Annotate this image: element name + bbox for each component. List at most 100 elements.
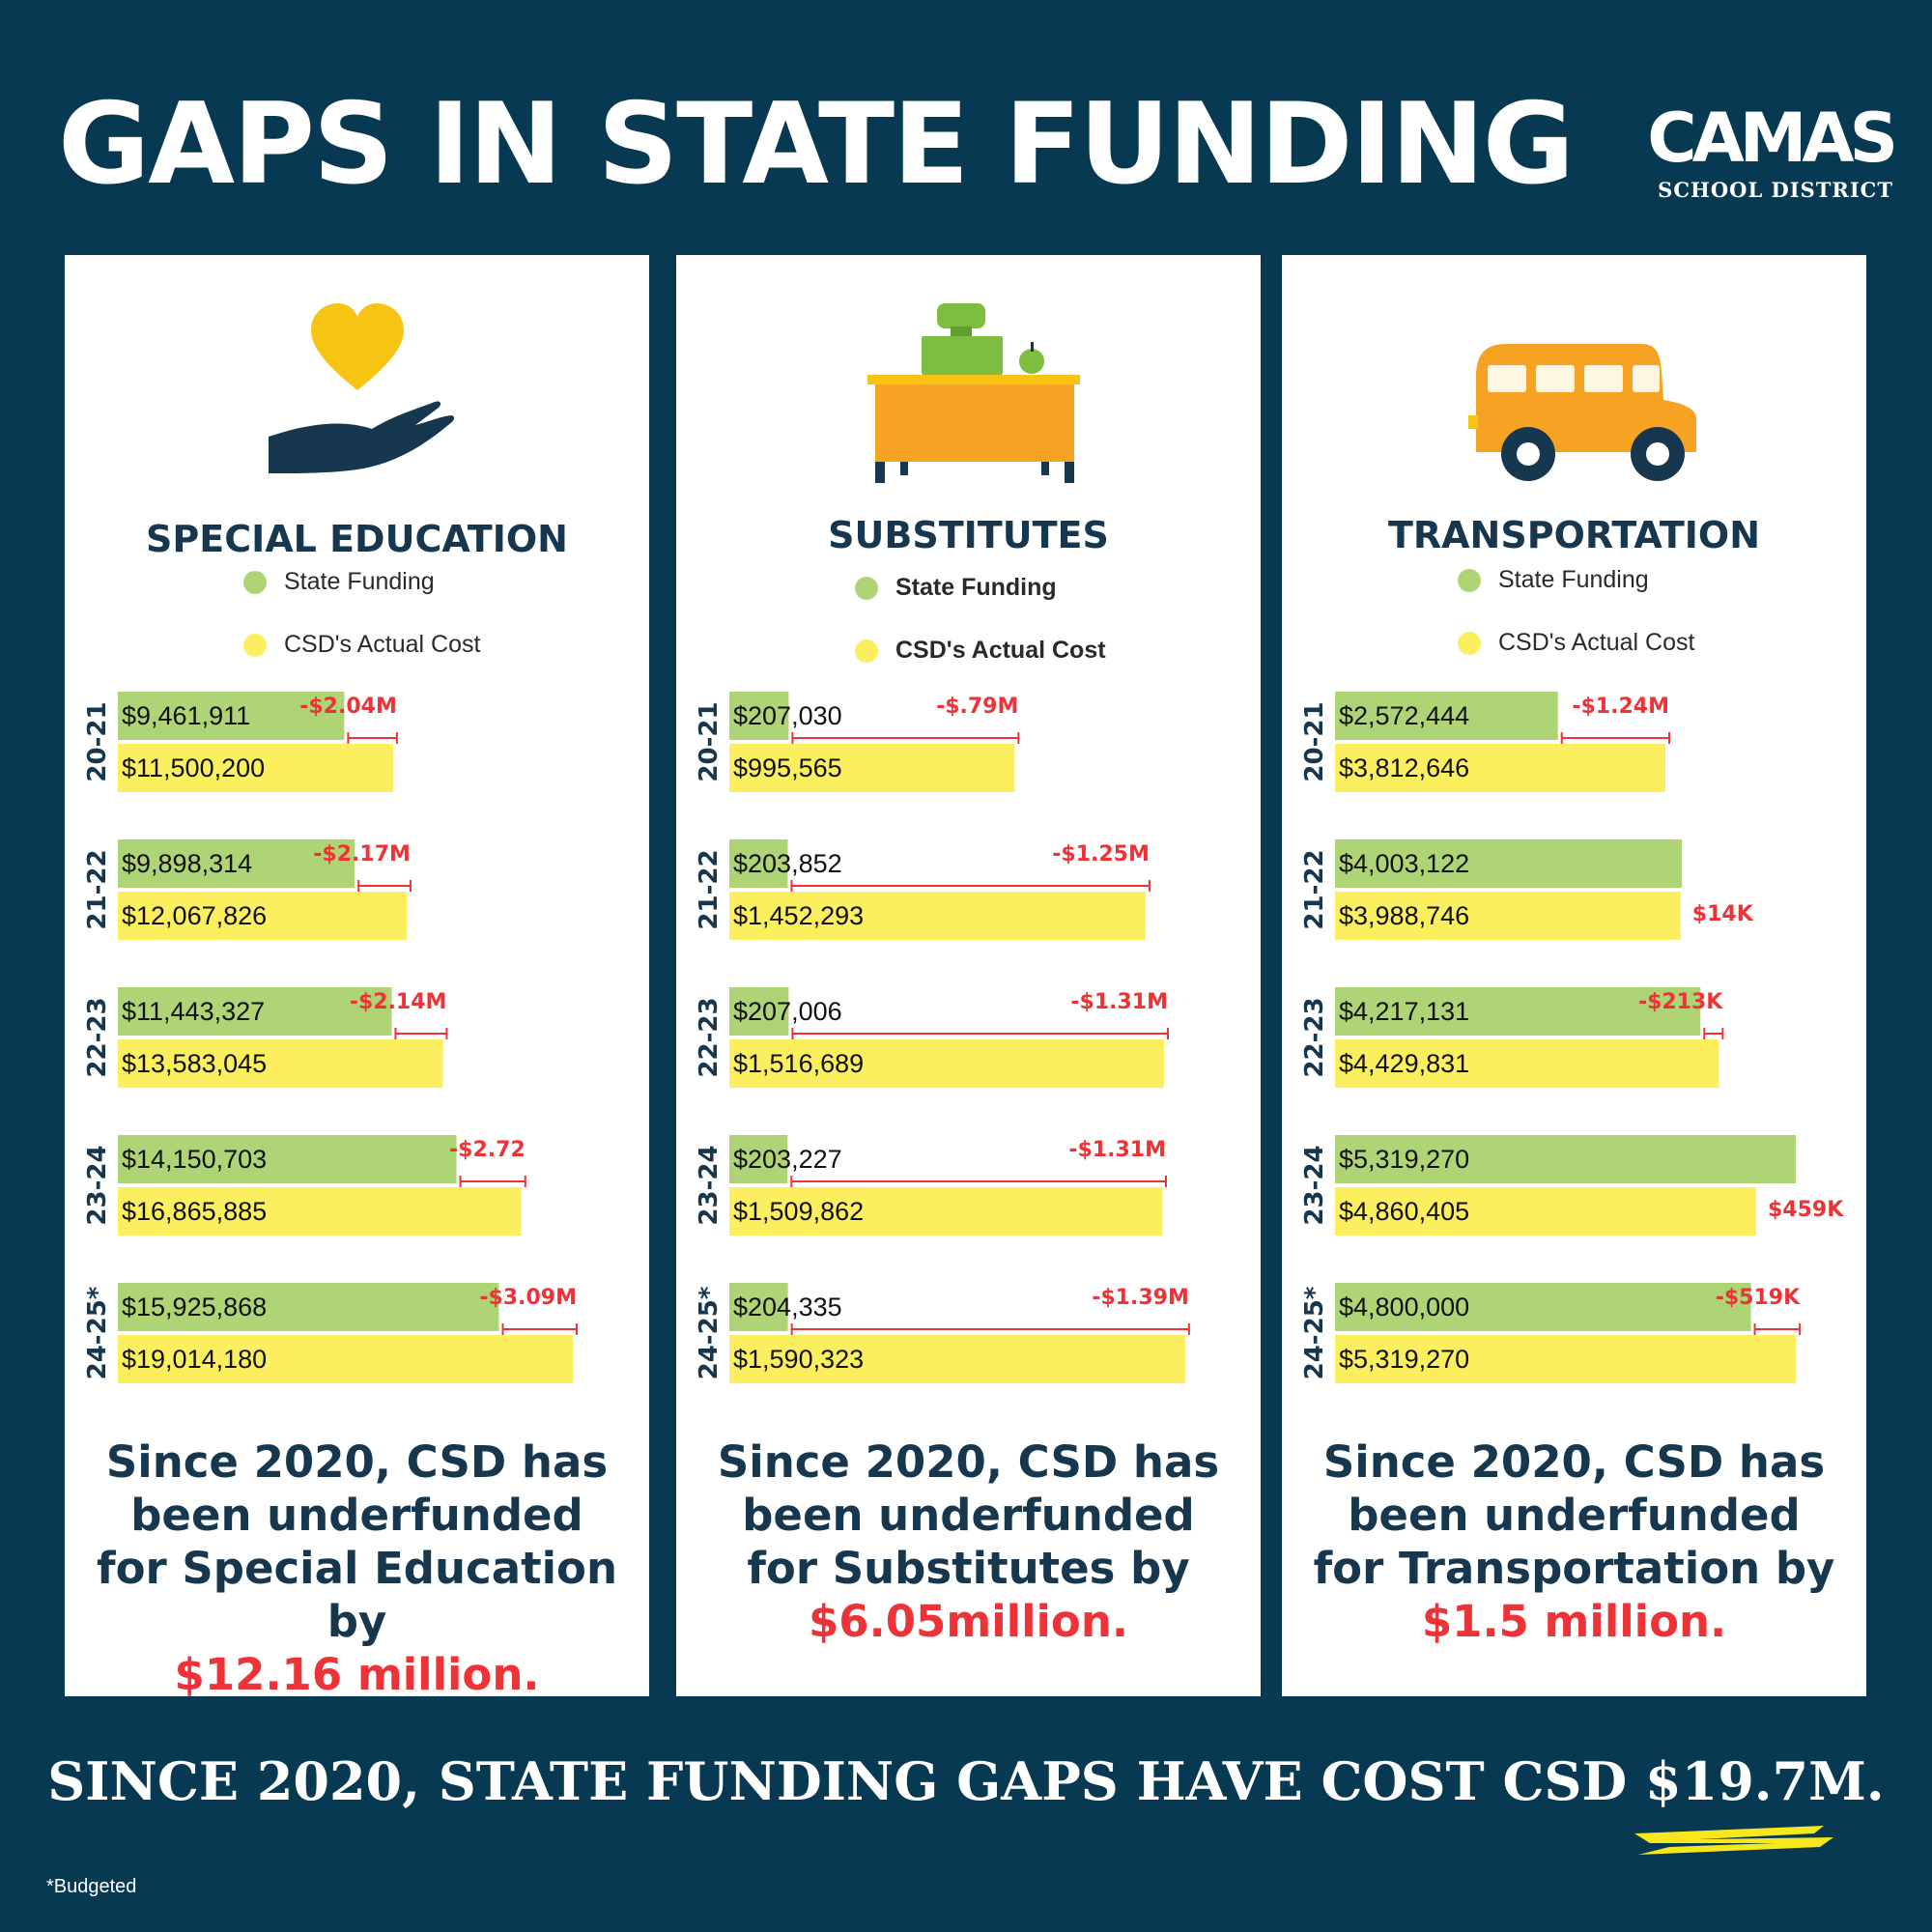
state-funding-bar [118,1135,457,1183]
legend-cost-swatch [243,633,267,657]
state-funding-label: $9,461,911 [122,701,250,730]
state-funding-bar [729,1135,788,1183]
actual-cost-label: $16,865,885 [122,1197,267,1226]
state-funding-bar [1335,839,1683,888]
year-label: 22-23 [83,997,112,1077]
actual-cost-bar [1335,1187,1756,1236]
state-funding-bar [729,692,789,740]
year-label: 24-25* [695,1286,724,1379]
special-education-chart: $9,461,911 $11,500,200 20-21 -$2.04M $9,898,… [83,692,578,1383]
actual-cost-bar [729,892,1146,940]
heart-hand-icon [268,303,454,473]
actual-cost-bar [118,1039,443,1088]
actual-cost-label: $4,860,405 [1339,1197,1469,1226]
actual-cost-bar [118,1335,573,1383]
actual-cost-label: $995,565 [733,753,842,782]
footnote: *Budgeted [46,1876,137,1897]
panel-title: TRANSPORTATION [1387,514,1761,556]
state-funding-bar [729,839,788,888]
gap-label: -$2.04M [299,695,397,719]
legend-state-label: State Funding [284,568,435,595]
state-funding-label: $11,443,327 [122,997,265,1026]
gap-label: -$1.24M [1572,695,1669,719]
gap-label: -$2.72 [449,1138,526,1162]
actual-cost-label: $1,509,862 [733,1197,864,1226]
legend-cost-swatch [1458,631,1481,655]
actual-cost-label: $5,319,270 [1339,1345,1469,1374]
gap-label: -$1.25M [1052,842,1150,867]
gap-label: -$1.31M [1068,1138,1166,1162]
legend-cost: CSD's Actual Cost [1458,629,1694,657]
gap-label: -$2.14M [350,990,447,1014]
year-label: 23-24 [1300,1145,1329,1225]
state-funding-bar [118,1283,499,1331]
year-label: 24-25* [83,1286,112,1379]
actual-cost-bar [729,1335,1185,1383]
state-funding-label: $4,800,000 [1339,1293,1469,1321]
legend-cost: CSD's Actual Cost [243,631,480,659]
legend-state: State Funding [1458,566,1649,594]
year-label: 20-21 [83,701,112,781]
actual-cost-bar [1335,1335,1797,1383]
panel-special-education: SPECIAL EDUCATION State Funding CSD's Ac… [65,255,649,1700]
gap-label: -$.79M [936,695,1018,719]
summary-amount: $12.16 million. [174,1649,540,1700]
state-funding-bar [1335,987,1701,1036]
transportation-chart: $2,572,444 $3,812,646 20-21 -$1.24M $4,003,1… [1300,692,1844,1383]
gap-label: -$2.17M [313,842,411,867]
state-funding-bar [1335,1135,1797,1183]
state-funding-label: $204,335 [733,1293,842,1321]
state-funding-label: $5,319,270 [1339,1145,1469,1174]
substitutes-chart: $207,030 $995,565 20-21 -$.79M $203,852 $1,45… [695,692,1190,1383]
actual-cost-label: $1,452,293 [733,901,864,930]
year-label: 21-22 [1300,849,1329,929]
actual-cost-label: $12,067,826 [122,901,267,930]
panel-title: SUBSTITUTES [828,514,1109,556]
actual-cost-bar [118,744,393,792]
actual-cost-label: $4,429,831 [1339,1049,1469,1078]
state-funding-label: $4,217,131 [1339,997,1469,1026]
actual-cost-bar [729,744,1015,792]
actual-cost-label: $1,516,689 [733,1049,864,1078]
year-label: 23-24 [695,1145,724,1225]
year-label: 21-22 [83,849,112,929]
underline-swoosh-icon [1634,1826,1833,1855]
gap-label: -$213K [1638,990,1723,1014]
year-label: 20-21 [695,701,724,781]
actual-cost-label: $3,812,646 [1339,753,1469,782]
state-funding-bar [729,1283,788,1331]
gap-label: -$519K [1716,1286,1801,1310]
summary: Since 2020, CSD has been underfunded for… [94,1435,620,1701]
summary: Since 2020, CSD has been underfunded for… [705,1435,1232,1648]
state-funding-label: $9,898,314 [122,849,252,878]
summary-text: Since 2020, CSD has been underfunded for… [717,1436,1220,1594]
panel-title: SPECIAL EDUCATION [146,518,568,560]
actual-cost-bar [1335,892,1681,940]
state-funding-bar [1335,1283,1751,1331]
footer-banner: SINCE 2020, STATE FUNDING GAPS HAVE COST… [47,1750,1885,1812]
summary: Since 2020, CSD has been underfunded for… [1311,1435,1837,1648]
legend-state-label: State Funding [895,574,1057,601]
gap-label: -$1.31M [1070,990,1168,1014]
state-funding-label: $14,150,703 [122,1145,267,1174]
state-funding-bar [118,987,392,1036]
page-title: GAPS IN STATE FUNDING [58,79,1575,210]
state-funding-bar [729,987,789,1036]
actual-cost-bar [118,892,407,940]
actual-cost-bar [118,1187,522,1236]
gap-label: -$3.09M [479,1286,577,1310]
state-funding-label: $203,227 [733,1145,842,1174]
legend-state-swatch [855,576,878,600]
year-label: 22-23 [1300,997,1329,1077]
state-funding-label: $15,925,868 [122,1293,267,1321]
state-funding-label: $2,572,444 [1339,701,1469,730]
legend-state-label: State Funding [1498,566,1649,593]
legend-cost-label: CSD's Actual Cost [284,631,481,658]
state-funding-label: $207,006 [733,997,842,1026]
actual-cost-label: $11,500,200 [122,753,265,782]
legend-cost: CSD's Actual Cost [855,637,1106,665]
actual-cost-label: $3,988,746 [1339,901,1469,930]
legend-state-swatch [1458,568,1481,592]
actual-cost-bar [729,1187,1162,1236]
actual-cost-bar [1335,1039,1719,1088]
